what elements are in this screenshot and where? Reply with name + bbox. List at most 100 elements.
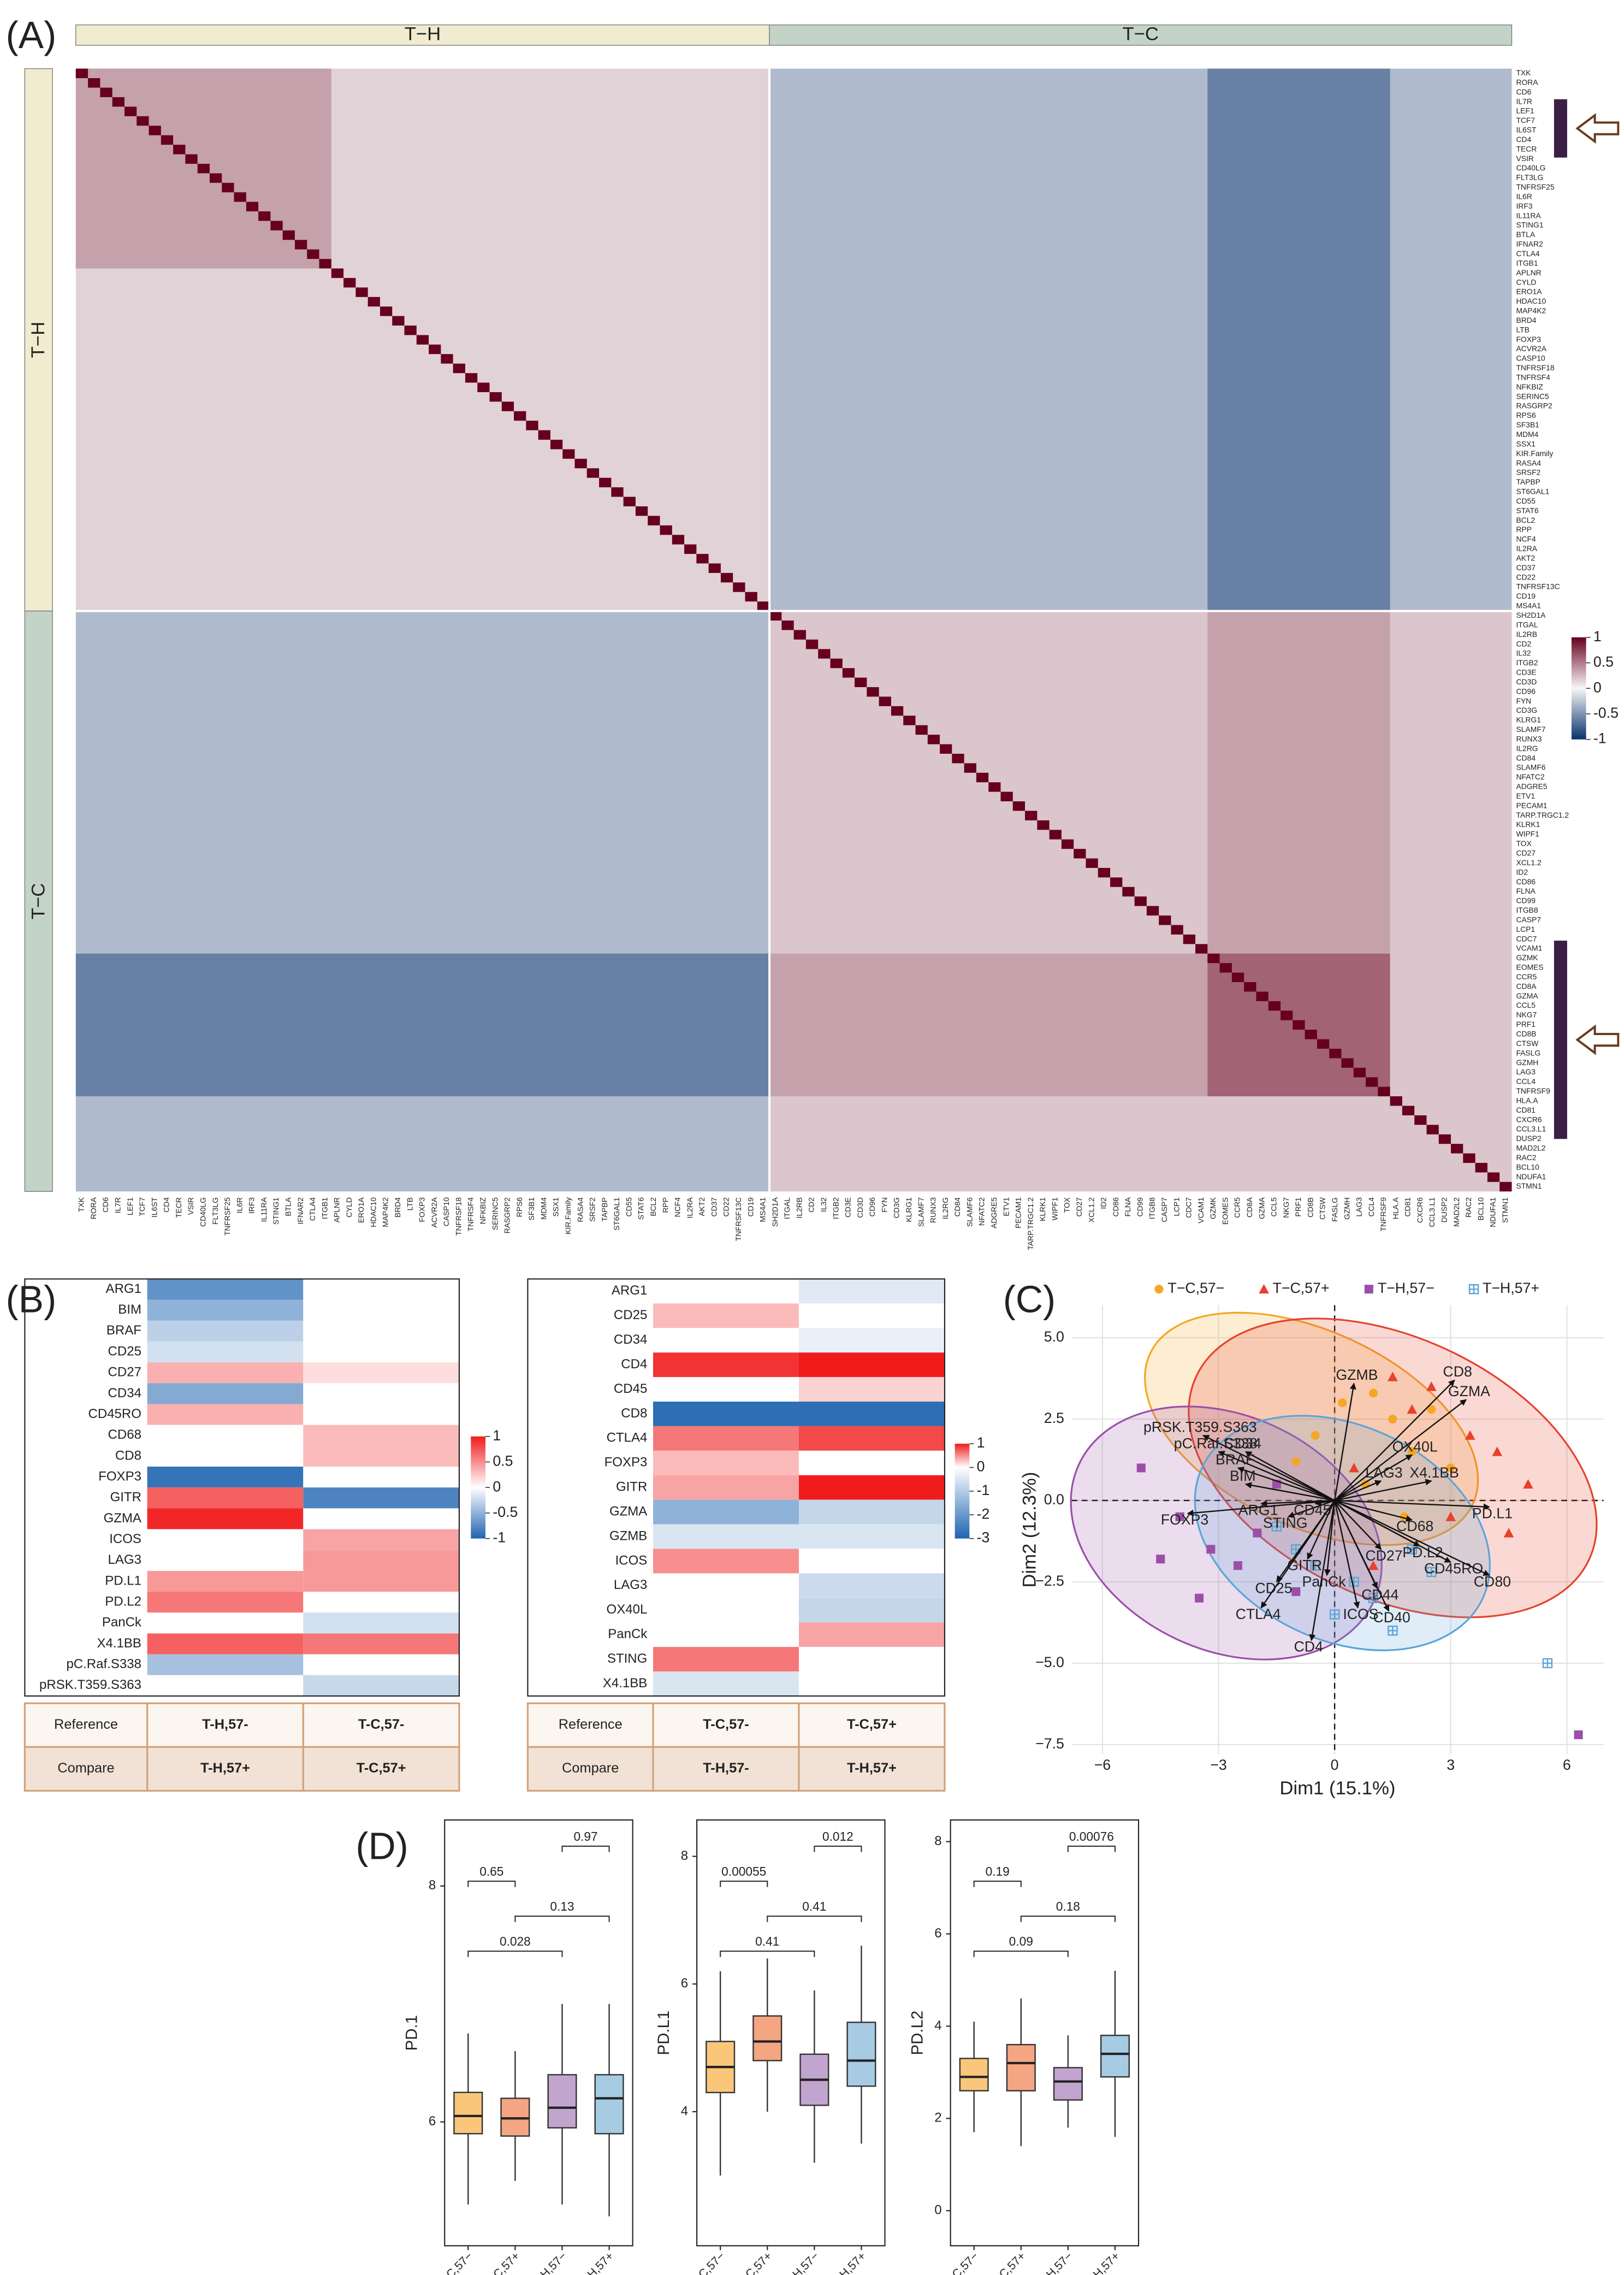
colorbar-label: 0 xyxy=(977,1458,985,1475)
row-label: SRSF2 xyxy=(1516,468,1540,477)
col-label: CD6 xyxy=(101,1197,110,1213)
loading-arrow xyxy=(1309,1500,1336,1641)
row-label: STING xyxy=(607,1651,647,1666)
diagonal-cell xyxy=(830,658,843,669)
point xyxy=(1349,1463,1359,1473)
row-label: CTLA4 xyxy=(607,1431,648,1445)
loading-arrow xyxy=(1307,1500,1336,1560)
row-label: ARG1 xyxy=(106,1281,141,1296)
loading-label: BIM xyxy=(1230,1468,1255,1484)
plot-area xyxy=(1071,1305,1604,1754)
legend-label: T−H,57+ xyxy=(1483,1280,1539,1296)
y-tick-label: 5.0 xyxy=(1044,1328,1064,1345)
col-label: CASP7 xyxy=(1160,1197,1169,1222)
point xyxy=(1349,1576,1359,1587)
diagonal-cell xyxy=(1329,1048,1342,1059)
loading-label: STING xyxy=(1263,1515,1308,1531)
row-label: PRF1 xyxy=(1516,1020,1536,1029)
box xyxy=(846,2022,876,2087)
row-label: CD55 xyxy=(1516,497,1536,505)
diagonal-cell xyxy=(270,221,283,231)
col-label: TNFRSF4 xyxy=(466,1197,475,1232)
row-label: TARP.TRGC1.2 xyxy=(1516,811,1569,819)
heatmap-cell xyxy=(303,1383,459,1404)
point xyxy=(1136,1463,1146,1473)
heatmap-block xyxy=(75,611,770,1192)
col-label: CD37 xyxy=(709,1197,718,1217)
diagonal-cell xyxy=(1475,1163,1487,1173)
row-label: CD8A xyxy=(1516,982,1537,990)
plot-area xyxy=(444,1819,633,2247)
loading-label: CD34 xyxy=(1224,1435,1261,1451)
colorbar-label: 0 xyxy=(1593,679,1602,695)
row-label: ITGB1 xyxy=(1516,258,1538,267)
row-label: LTB xyxy=(1516,325,1529,334)
heatmap-cell xyxy=(303,1550,459,1571)
col-label: RPS6 xyxy=(515,1197,524,1218)
heatmap-cell xyxy=(147,1592,304,1613)
col-label: SF3B1 xyxy=(527,1197,536,1221)
diagonal-cell xyxy=(75,68,88,79)
point xyxy=(1388,1372,1398,1381)
point xyxy=(1388,1626,1398,1636)
diagonal-cell xyxy=(453,363,465,374)
row-label: LCP1 xyxy=(1516,925,1535,933)
row-label: BCL2 xyxy=(1516,516,1535,524)
diagonal-cell xyxy=(1244,982,1256,992)
diagonal-cell xyxy=(927,735,940,744)
diagonal-cell xyxy=(514,411,526,421)
diagonal-cell xyxy=(635,506,648,516)
col-label: LAG3 xyxy=(1355,1197,1364,1217)
row-label: CD45RO xyxy=(88,1407,141,1421)
heatmap-cell xyxy=(303,1633,459,1654)
heatmap-cell xyxy=(303,1320,459,1342)
row-label: LAG3 xyxy=(1516,1067,1536,1076)
row-label: X4.1BB xyxy=(603,1676,647,1691)
diagonal-cell xyxy=(282,230,295,240)
diagonal-cell xyxy=(660,525,672,535)
col-label: TXK xyxy=(77,1197,86,1212)
col-label: TAPBP xyxy=(600,1197,609,1221)
loading-label: CD45RO xyxy=(1424,1561,1483,1577)
loading-label: CD68 xyxy=(1396,1518,1433,1534)
row-label: PD.L2 xyxy=(105,1594,141,1609)
colorbar-label: -1 xyxy=(493,1529,506,1546)
loading-label: CD80 xyxy=(1474,1573,1511,1589)
point xyxy=(1407,1447,1416,1456)
col-label: CD4 xyxy=(162,1197,171,1213)
row-label: BTLA xyxy=(1516,230,1535,239)
row-label: NFKBIZ xyxy=(1516,382,1543,391)
colorbar-label: -1 xyxy=(1593,730,1607,747)
x-tick-label: −6 xyxy=(1094,1757,1111,1773)
col-label: ITGAL xyxy=(783,1197,791,1219)
row-label: ID2 xyxy=(1516,867,1528,876)
p-value: 0.19 xyxy=(986,1864,1010,1878)
heatmap-cell xyxy=(147,1279,304,1300)
diagonal-cell xyxy=(1268,1001,1281,1011)
diagonal-cell xyxy=(855,677,867,687)
diagonal-cell xyxy=(891,706,904,716)
col-label: RORA xyxy=(89,1197,98,1219)
point xyxy=(1271,1521,1282,1532)
col-label: CDC7 xyxy=(1184,1197,1193,1218)
y-tick-label: 6 xyxy=(934,1926,941,1941)
group-label: T−C xyxy=(28,883,49,920)
row-label: CD34 xyxy=(614,1332,647,1347)
col-label: ERO1A xyxy=(357,1197,365,1223)
colorbar-label: 1 xyxy=(1593,628,1602,645)
diagonal-cell xyxy=(769,611,782,621)
heatmap-cell xyxy=(653,1352,799,1378)
col-label: IL7R xyxy=(113,1197,122,1213)
col-label: GZMK xyxy=(1208,1197,1217,1219)
group-bar xyxy=(24,610,53,1192)
diagonal-cell xyxy=(112,97,125,107)
diagonal-cell xyxy=(343,277,356,288)
point xyxy=(1407,1404,1418,1414)
diagonal-cell xyxy=(149,126,161,135)
colorbar-label: 1 xyxy=(493,1427,501,1444)
diagonal-cell xyxy=(489,392,502,402)
row-label: CD86 xyxy=(1516,877,1536,886)
diagonal-cell xyxy=(465,373,478,383)
diagonal-cell xyxy=(1499,1181,1512,1192)
diagonal-cell xyxy=(805,639,819,649)
